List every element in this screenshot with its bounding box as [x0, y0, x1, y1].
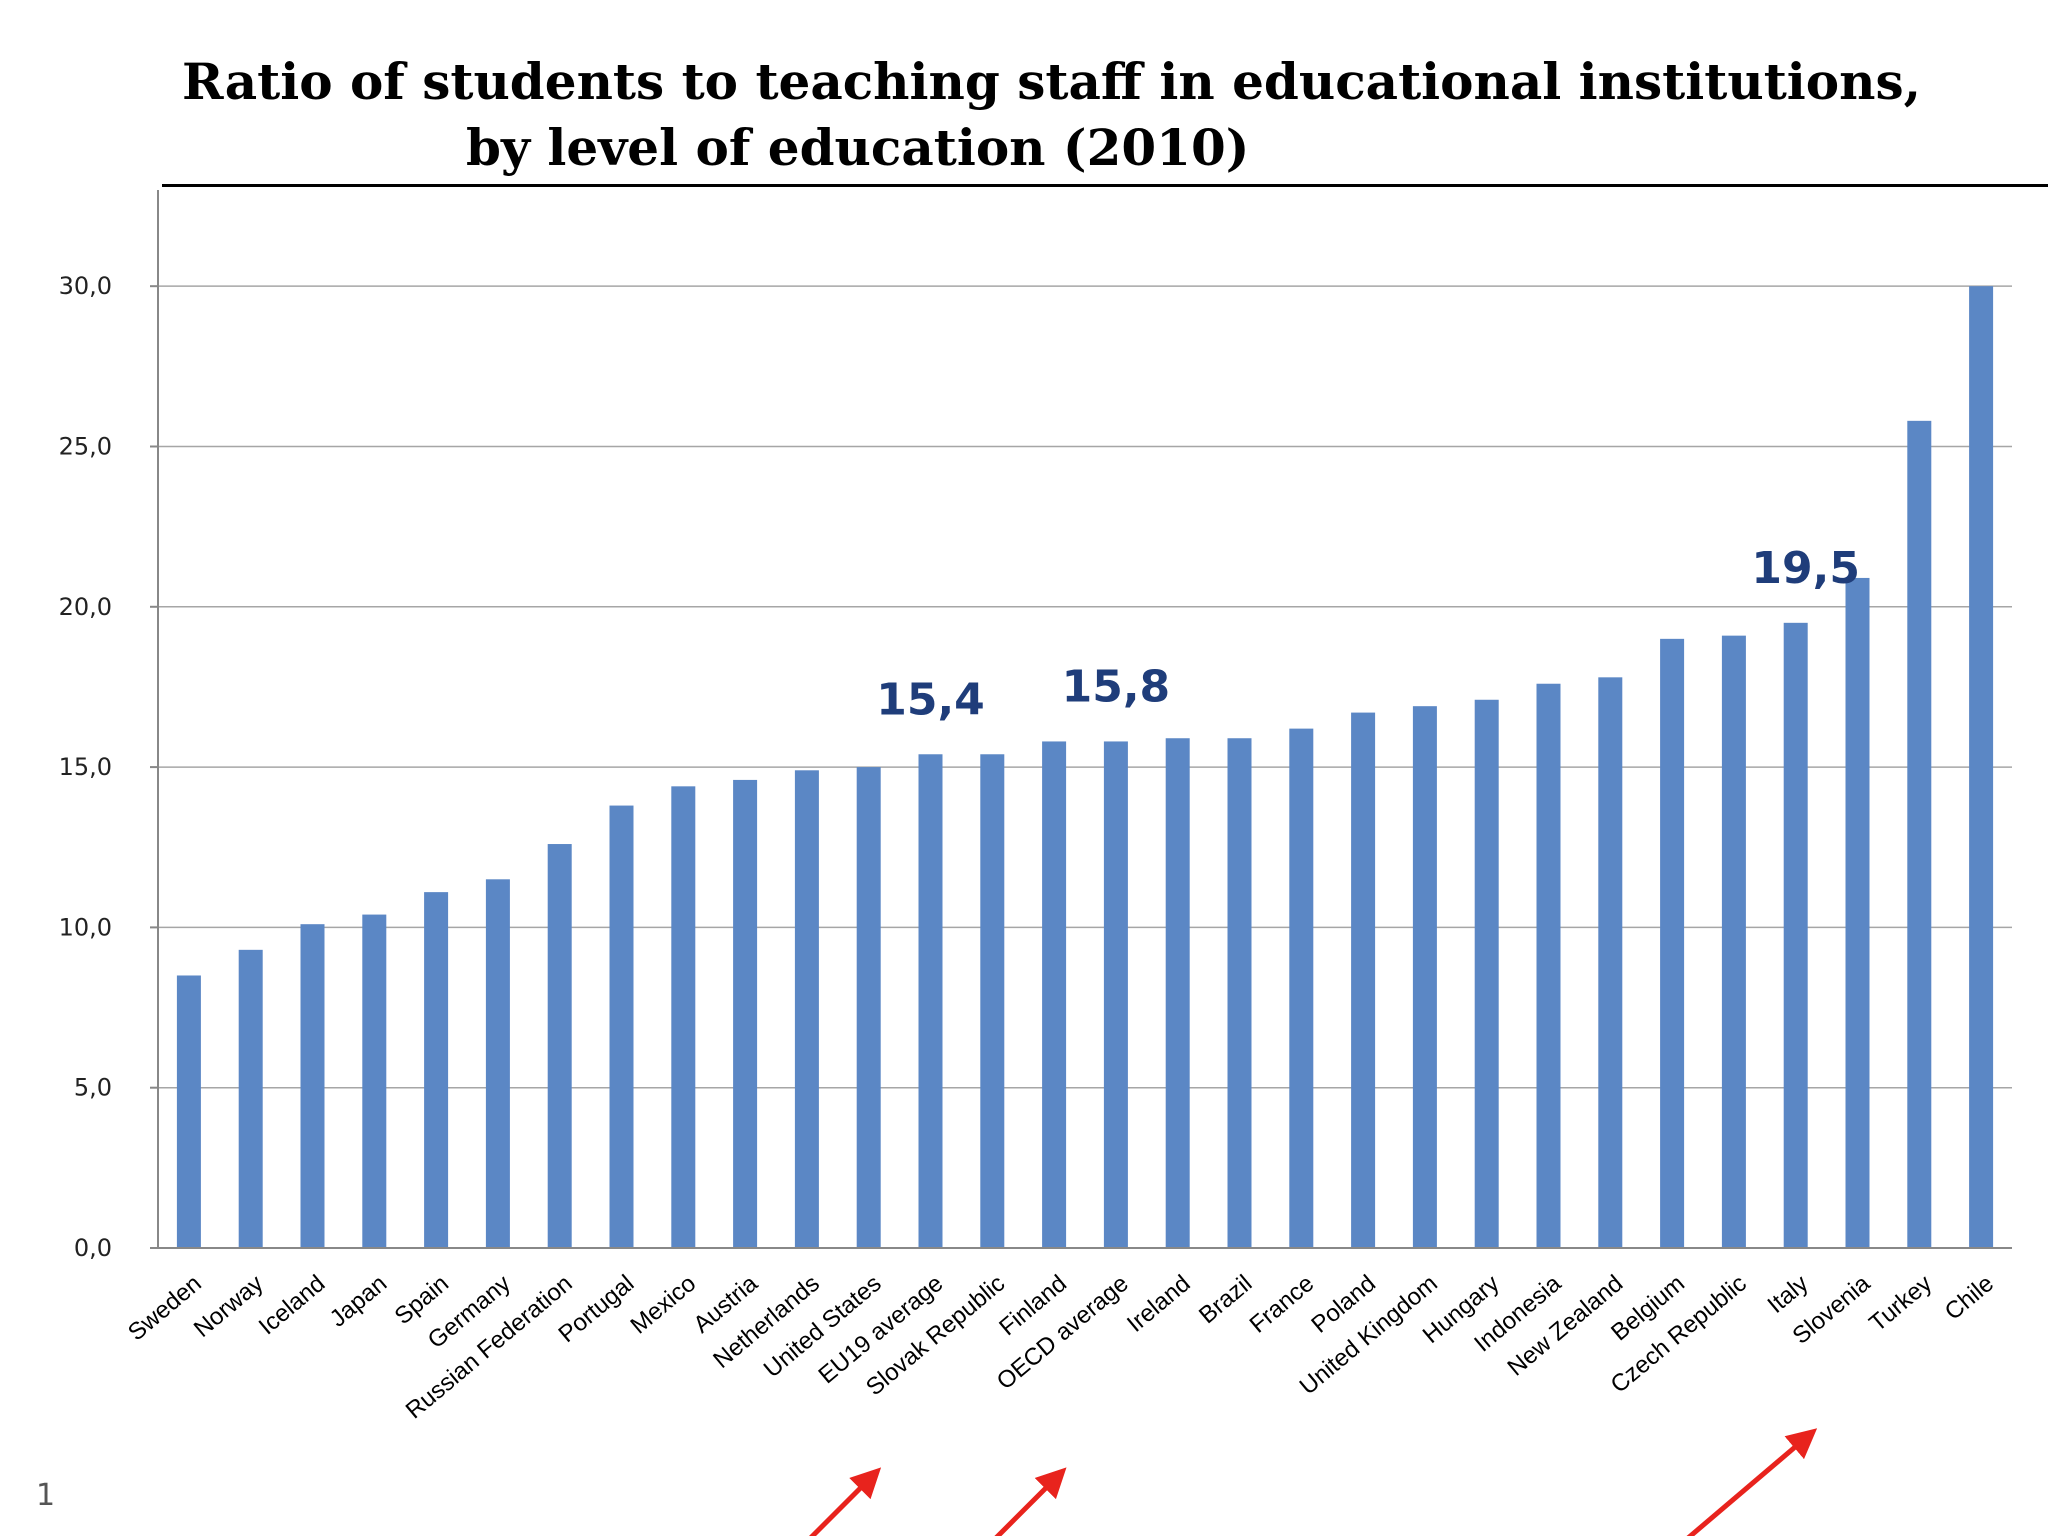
category-label: Sweden: [123, 1270, 207, 1346]
category-label: Mexico: [626, 1270, 702, 1340]
category-label: France: [1245, 1270, 1320, 1339]
y-tick-label: 30,0: [59, 272, 112, 300]
category-label: Italy: [1762, 1270, 1813, 1319]
bar: [1969, 286, 1994, 1248]
value-annotation: 15,4: [876, 674, 985, 725]
page-number: 1: [36, 1478, 56, 1513]
bar: [1351, 712, 1376, 1248]
bar: [1845, 577, 1870, 1248]
bar: [794, 770, 819, 1248]
value-annotations: 15,4 15,8 19,5: [876, 543, 1860, 725]
bar: [424, 892, 449, 1248]
bar: [1536, 683, 1561, 1248]
y-tick-label: 0,0: [74, 1234, 112, 1262]
category-label: Iceland: [254, 1270, 331, 1340]
bar: [1474, 699, 1499, 1248]
bar: [238, 949, 263, 1248]
category-label: Turkey: [1864, 1270, 1937, 1337]
y-tick-label: 15,0: [59, 753, 112, 781]
bar: [1289, 728, 1314, 1248]
highlight-arrow: [808, 1467, 882, 1536]
bar: [1227, 738, 1252, 1248]
bar: [856, 767, 881, 1248]
bar: [1721, 635, 1746, 1248]
bar: [1042, 741, 1067, 1248]
bar: [918, 754, 943, 1248]
bar: [609, 805, 634, 1248]
chart-subtitle: by level of education (2010): [466, 118, 1250, 177]
bar: [362, 914, 387, 1248]
gridlines: [150, 285, 2012, 1249]
bar: [176, 975, 201, 1248]
title-rule: [162, 184, 2048, 187]
bar: [1660, 638, 1685, 1248]
y-tick-label: 25,0: [59, 432, 112, 460]
y-tick-label: 20,0: [59, 593, 112, 621]
category-labels: SwedenNorwayIcelandJapanSpainGermanyRuss…: [123, 1269, 1999, 1424]
category-label: Chile: [1940, 1270, 1999, 1326]
value-annotation: 19,5: [1751, 543, 1860, 594]
category-label: Ireland: [1122, 1270, 1196, 1338]
highlight-arrow: [1686, 1428, 1818, 1536]
highlight-arrows: [808, 1428, 1818, 1536]
category-label: Norway: [189, 1270, 269, 1343]
bar: [733, 779, 758, 1248]
chart-title: Ratio of students to teaching staff in e…: [182, 52, 1922, 111]
highlight-arrow: [994, 1467, 1067, 1536]
y-tick-labels: 0,0 5,0 10,0 15,0 20,0 25,0 30,0: [59, 272, 112, 1262]
bar: [671, 786, 696, 1248]
bars: [176, 286, 1994, 1248]
category-label: Japan: [325, 1270, 392, 1333]
bar: [1907, 420, 1932, 1248]
bar: [1165, 738, 1190, 1248]
bar: [1412, 706, 1437, 1248]
bar: [1783, 622, 1808, 1248]
y-tick-label: 10,0: [59, 913, 112, 941]
value-annotation: 15,8: [1062, 661, 1171, 712]
bar: [1598, 677, 1623, 1248]
bar: [1103, 741, 1128, 1248]
bar: [300, 924, 325, 1248]
bar: [547, 844, 572, 1248]
y-tick-label: 5,0: [74, 1074, 112, 1102]
bar: [980, 754, 1005, 1248]
bar: [485, 879, 510, 1248]
